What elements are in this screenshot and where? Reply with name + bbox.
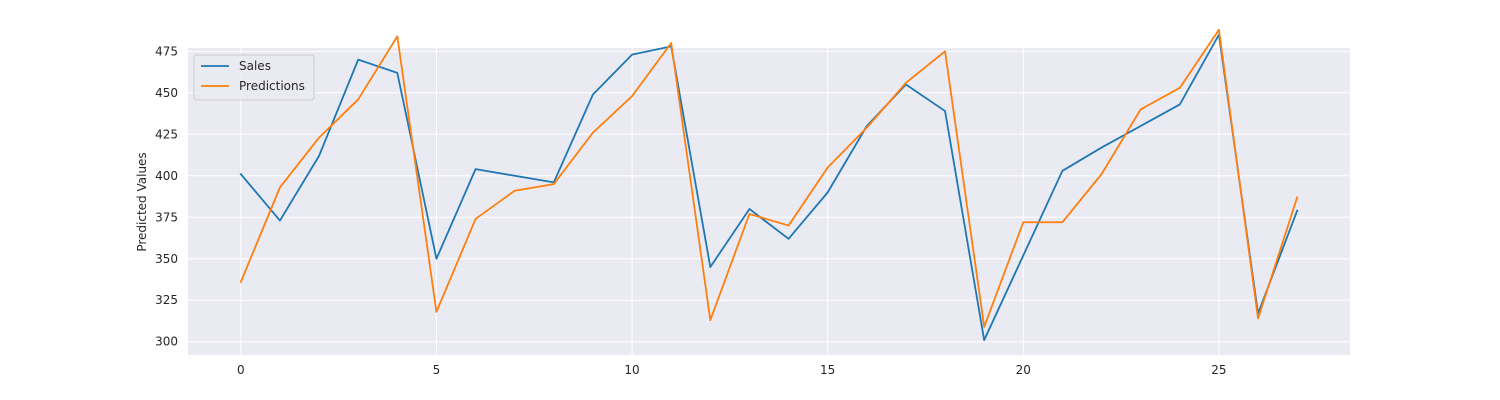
x-tick-label: 15 — [820, 363, 835, 377]
series-line-predictions — [239, 28, 1299, 328]
x-tick-label: 25 — [1211, 363, 1226, 377]
series-layer — [239, 28, 1299, 341]
y-tick-label: 450 — [155, 86, 178, 100]
x-tick-label: 10 — [624, 363, 639, 377]
y-tick-label: 475 — [155, 44, 178, 58]
legend-label: Sales — [239, 59, 271, 73]
x-tick-label: 0 — [237, 363, 245, 377]
x-tick-label: 20 — [1016, 363, 1031, 377]
y-axis-label: Predicted Values — [135, 152, 149, 251]
plot-area — [188, 48, 1350, 355]
x-axis-ticks: 0 5 10 15 20 25 — [237, 363, 1227, 377]
x-tick-label: 5 — [433, 363, 441, 377]
y-tick-label: 325 — [155, 293, 178, 307]
y-tick-label: 350 — [155, 252, 178, 266]
y-tick-label: 400 — [155, 169, 178, 183]
legend-label: Predictions — [239, 79, 305, 93]
y-axis-ticks: 300 325 350 375 400 425 450 475 — [155, 44, 178, 348]
legend: Sales Predictions — [193, 54, 315, 101]
series-line-sales — [239, 33, 1299, 341]
y-tick-label: 300 — [155, 335, 178, 349]
grid-lines — [188, 48, 1350, 355]
y-tick-label: 375 — [155, 210, 178, 224]
y-tick-label: 425 — [155, 127, 178, 141]
